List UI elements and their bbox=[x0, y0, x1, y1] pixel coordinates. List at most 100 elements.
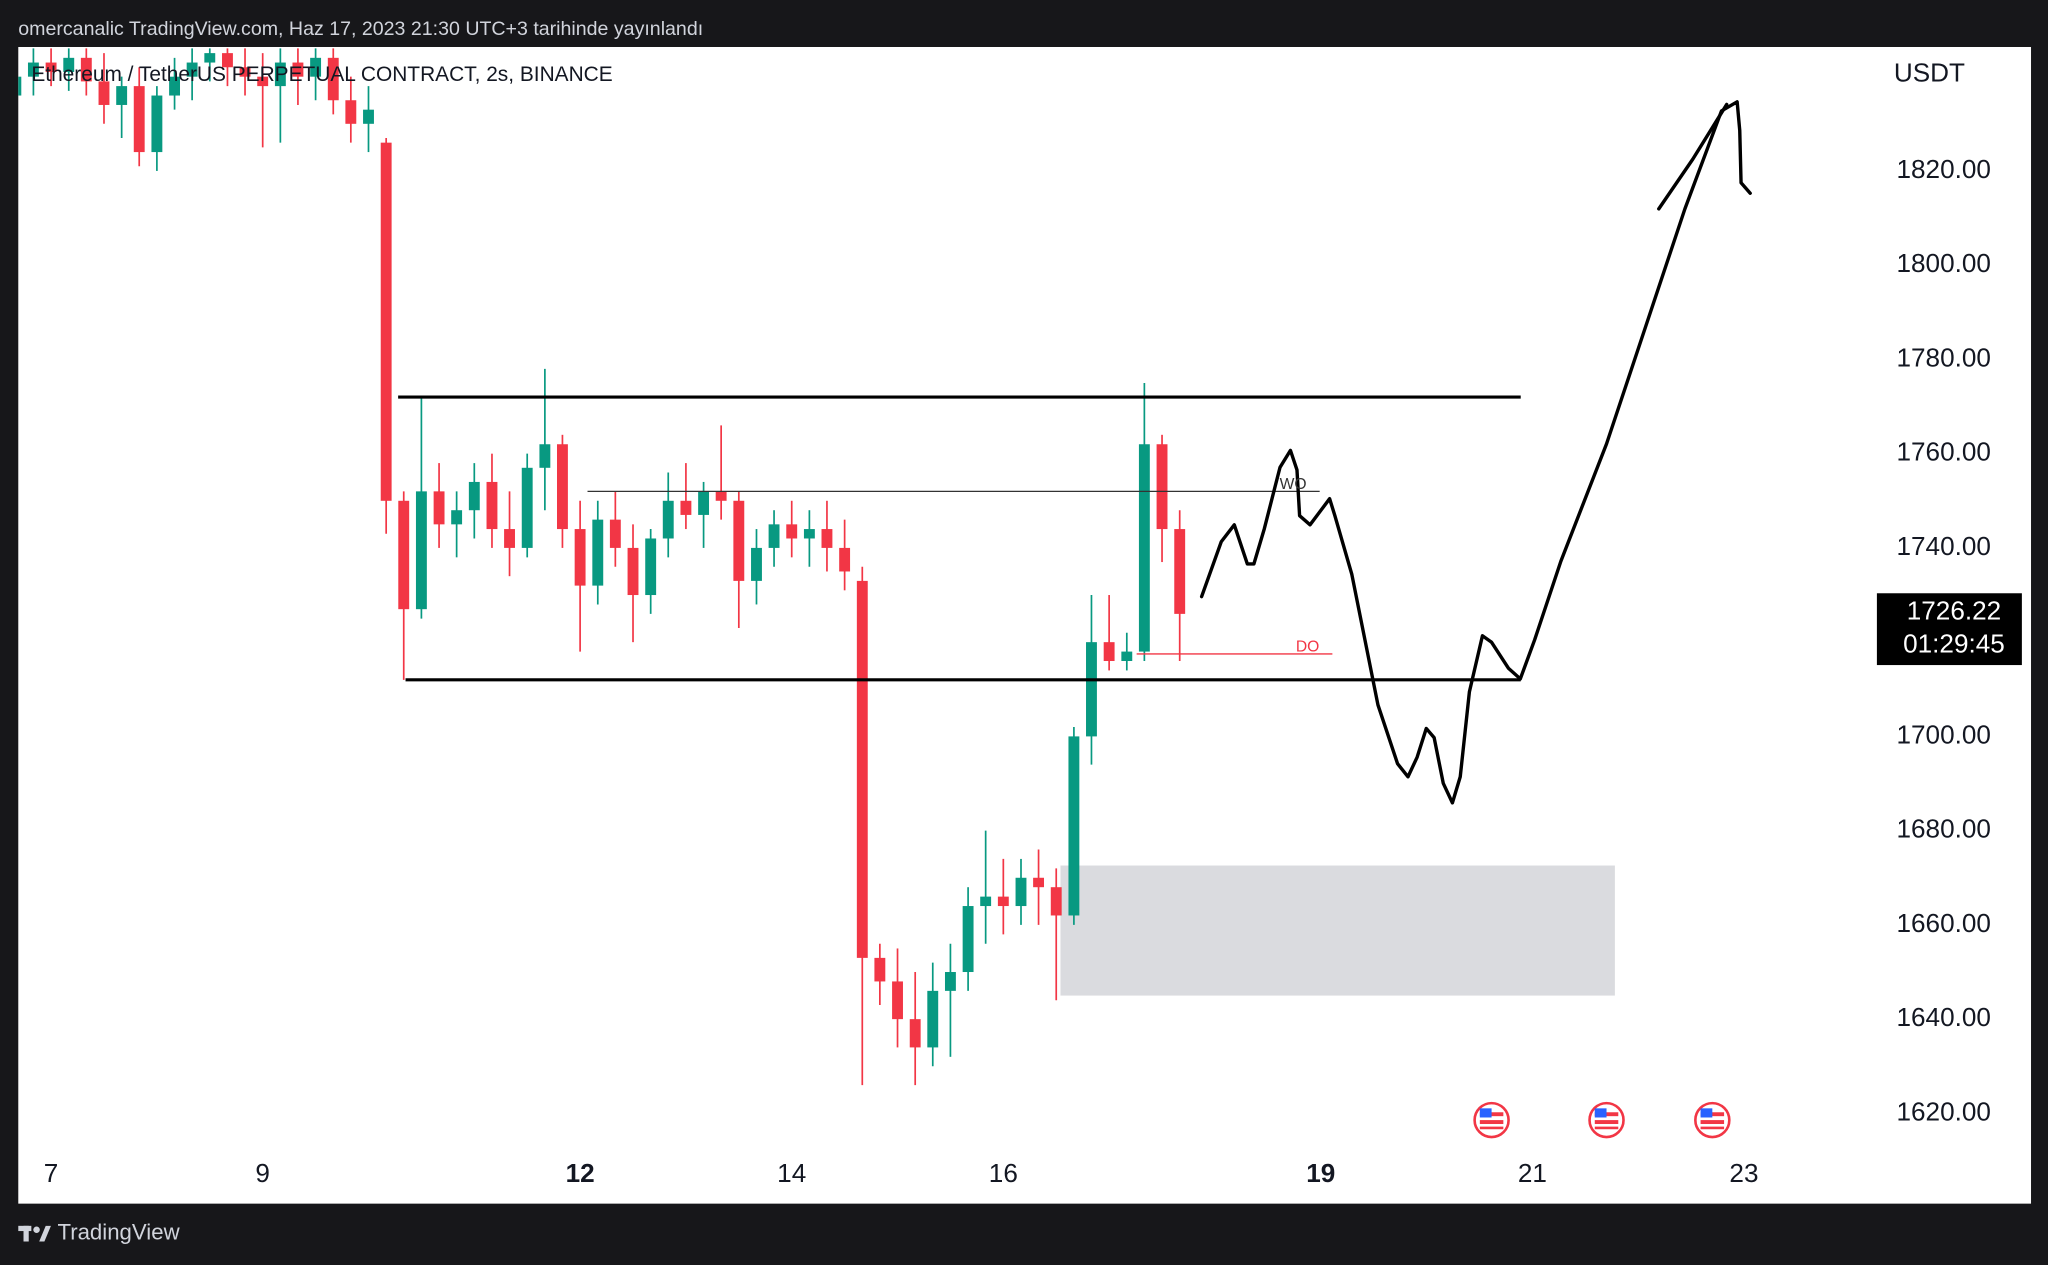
candle-body bbox=[627, 547, 639, 596]
candle-body bbox=[433, 491, 445, 525]
candle-body bbox=[892, 981, 903, 1020]
level-label: WO bbox=[1280, 476, 1307, 493]
event-flags bbox=[1473, 1101, 1731, 1139]
candle-body bbox=[1050, 887, 1062, 916]
candle-body bbox=[398, 500, 410, 610]
projection-path bbox=[1199, 100, 1752, 805]
candle-body bbox=[451, 510, 463, 525]
candle-body bbox=[556, 444, 568, 530]
candle-body bbox=[345, 100, 357, 124]
candle-body bbox=[1121, 651, 1133, 662]
candle-body bbox=[997, 896, 1009, 907]
x-tick-label: 12 bbox=[566, 1158, 595, 1188]
candle-body bbox=[768, 524, 780, 548]
chart-title: Ethereum / TetherUS PERPETUAL CONTRACT, … bbox=[31, 63, 612, 86]
candle-body bbox=[18, 76, 22, 96]
plot bbox=[18, 48, 1615, 1086]
candle-body bbox=[698, 491, 710, 515]
candle-body bbox=[116, 86, 128, 105]
candle-body bbox=[222, 53, 233, 68]
candle-body bbox=[1156, 444, 1168, 530]
candle-body bbox=[821, 529, 833, 548]
candle-body bbox=[27, 62, 39, 77]
candle-body bbox=[274, 62, 286, 87]
candle-body bbox=[539, 444, 551, 468]
x-tick-label: 21 bbox=[1518, 1158, 1547, 1188]
x-tick-label: 7 bbox=[44, 1158, 59, 1188]
y-tick-label: 1660.00 bbox=[1896, 908, 1990, 938]
projection-drawing bbox=[1199, 100, 1752, 805]
candle-body bbox=[751, 547, 762, 581]
x-tick-label: 14 bbox=[777, 1158, 806, 1188]
candle-body bbox=[874, 957, 886, 982]
last-price: 1726.22 bbox=[1907, 596, 2001, 626]
y-tick-label: 1700.00 bbox=[1896, 719, 1990, 749]
candle-body bbox=[1068, 736, 1080, 916]
y-tick-label: 1760.00 bbox=[1896, 437, 1990, 467]
candle-body bbox=[839, 547, 851, 572]
candle-body bbox=[292, 62, 304, 77]
candle-body bbox=[1033, 877, 1045, 888]
header-text: omercanalic TradingView.com, Haz 17, 202… bbox=[18, 18, 703, 40]
candle-body bbox=[803, 529, 815, 539]
y-tick-label: 1640.00 bbox=[1896, 1002, 1990, 1032]
candle-body bbox=[186, 62, 198, 77]
level-label: DO bbox=[1296, 639, 1319, 656]
candle-body bbox=[327, 57, 339, 101]
candle-body bbox=[645, 538, 657, 596]
candle-body bbox=[927, 990, 939, 1048]
candle-body bbox=[380, 142, 392, 501]
candle-body bbox=[680, 500, 692, 515]
y-tick-label: 1680.00 bbox=[1896, 814, 1990, 844]
y-tick-label: 1740.00 bbox=[1896, 531, 1990, 561]
candle-body bbox=[980, 896, 992, 907]
candle-body bbox=[468, 481, 480, 511]
candle-body bbox=[1138, 444, 1150, 652]
candle-body bbox=[504, 529, 515, 548]
candle-body bbox=[733, 500, 745, 581]
countdown: 01:29:45 bbox=[1903, 628, 2005, 658]
footer-brand[interactable]: TradingView bbox=[57, 1220, 180, 1245]
candle-body bbox=[80, 57, 92, 82]
candle-body bbox=[45, 62, 57, 72]
candle-body bbox=[63, 57, 75, 72]
candle-body bbox=[363, 109, 374, 124]
candle-body bbox=[521, 467, 533, 548]
candle-body bbox=[944, 972, 956, 991]
candle-body bbox=[415, 491, 427, 610]
x-tick-label: 19 bbox=[1306, 1158, 1335, 1188]
candle-body bbox=[592, 519, 604, 586]
y-tick-label: 1820.00 bbox=[1896, 154, 1990, 184]
us-flag[interactable] bbox=[1694, 1101, 1731, 1139]
projection-arrow bbox=[1657, 102, 1729, 211]
candle-body bbox=[98, 81, 110, 105]
candle-body bbox=[257, 76, 269, 87]
candle-body bbox=[486, 481, 498, 530]
candle-body bbox=[662, 500, 674, 539]
x-tick-label: 9 bbox=[255, 1158, 270, 1188]
zone bbox=[1060, 865, 1615, 996]
candle-body bbox=[239, 67, 251, 77]
candle-body bbox=[574, 529, 586, 586]
y-tick-label: 1620.00 bbox=[1896, 1096, 1990, 1126]
candle-body bbox=[1174, 529, 1186, 614]
candle-body bbox=[310, 57, 322, 77]
us-flag[interactable] bbox=[1588, 1101, 1625, 1139]
candle-body bbox=[1103, 642, 1115, 662]
us-flag[interactable] bbox=[1473, 1101, 1510, 1139]
y-tick-label: 1780.00 bbox=[1896, 342, 1990, 372]
price-tag bbox=[1876, 593, 2022, 666]
candle-body bbox=[715, 491, 727, 501]
x-tick-label: 23 bbox=[1729, 1158, 1758, 1188]
candle-body bbox=[133, 86, 145, 153]
footer-logo bbox=[18, 1225, 51, 1242]
candle-body bbox=[1015, 877, 1027, 907]
candle-body bbox=[169, 76, 181, 96]
candle-body bbox=[856, 580, 868, 958]
candle-body bbox=[962, 906, 974, 973]
candle-body bbox=[786, 524, 798, 539]
candle-body bbox=[909, 1019, 921, 1048]
chart-area bbox=[18, 46, 2032, 1204]
